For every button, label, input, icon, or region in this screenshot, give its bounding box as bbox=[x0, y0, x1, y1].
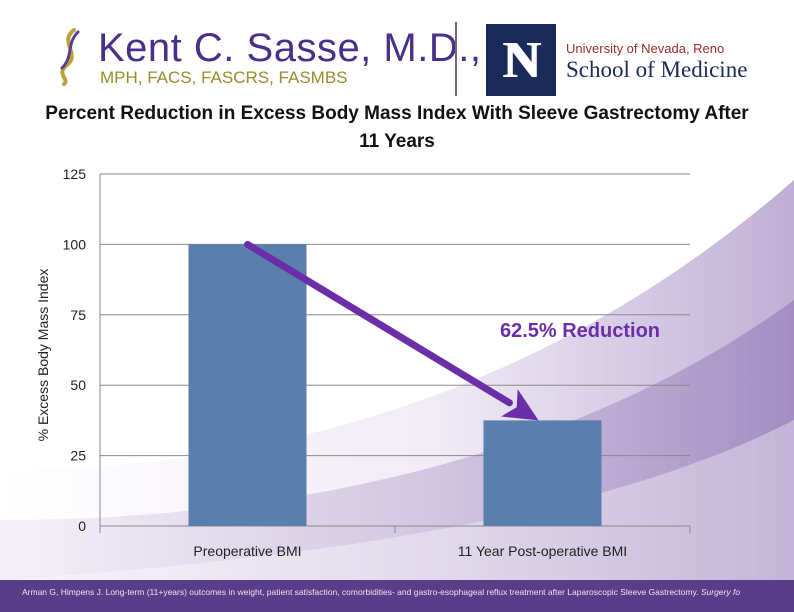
bar bbox=[188, 244, 307, 526]
y-tick-label: 0 bbox=[78, 518, 86, 534]
y-axis-label: % Excess Body Mass Index bbox=[35, 269, 51, 442]
y-tick-label: 125 bbox=[63, 166, 87, 182]
reduction-arrowhead bbox=[501, 389, 539, 421]
citation-text: Arman G, Himpens J. Long-term (11+years)… bbox=[22, 587, 699, 597]
header: Kent C. Sasse, M.D., MPH, FACS, FASCRS, … bbox=[0, 0, 794, 100]
chart-title-line-1: Percent Reduction in Excess Body Mass In… bbox=[45, 103, 749, 124]
school-name: School of Medicine bbox=[566, 57, 748, 82]
doctor-credentials: MPH, FACS, FASCRS, FASMBS bbox=[100, 68, 348, 87]
citation-journal: Surgery fo bbox=[700, 587, 741, 597]
reduction-arrow bbox=[244, 240, 513, 407]
reduction-annotation: 62.5% Reduction bbox=[500, 320, 660, 342]
header-divider bbox=[455, 22, 457, 96]
doctor-name: Kent C. Sasse, M.D., bbox=[98, 26, 482, 70]
bar bbox=[483, 420, 602, 526]
unr-block-n-logo: N bbox=[486, 24, 556, 96]
y-tick-label: 50 bbox=[70, 377, 86, 393]
x-tick-label: 11 Year Post-operative BMI bbox=[458, 543, 627, 559]
y-tick-label: 25 bbox=[70, 448, 86, 464]
citation-footer: Arman G, Himpens J. Long-term (11+years)… bbox=[0, 580, 794, 612]
chart-title: Percent Reduction in Excess Body Mass In… bbox=[10, 100, 784, 156]
dna-helix-icon bbox=[60, 28, 80, 86]
y-tick-label: 100 bbox=[63, 236, 87, 252]
university-name: University of Nevada, Reno bbox=[566, 41, 725, 56]
y-tick-label: 75 bbox=[70, 307, 86, 323]
chart-title-line-2: 11 Years bbox=[359, 131, 435, 152]
x-tick-label: Preoperative BMI bbox=[193, 543, 301, 559]
